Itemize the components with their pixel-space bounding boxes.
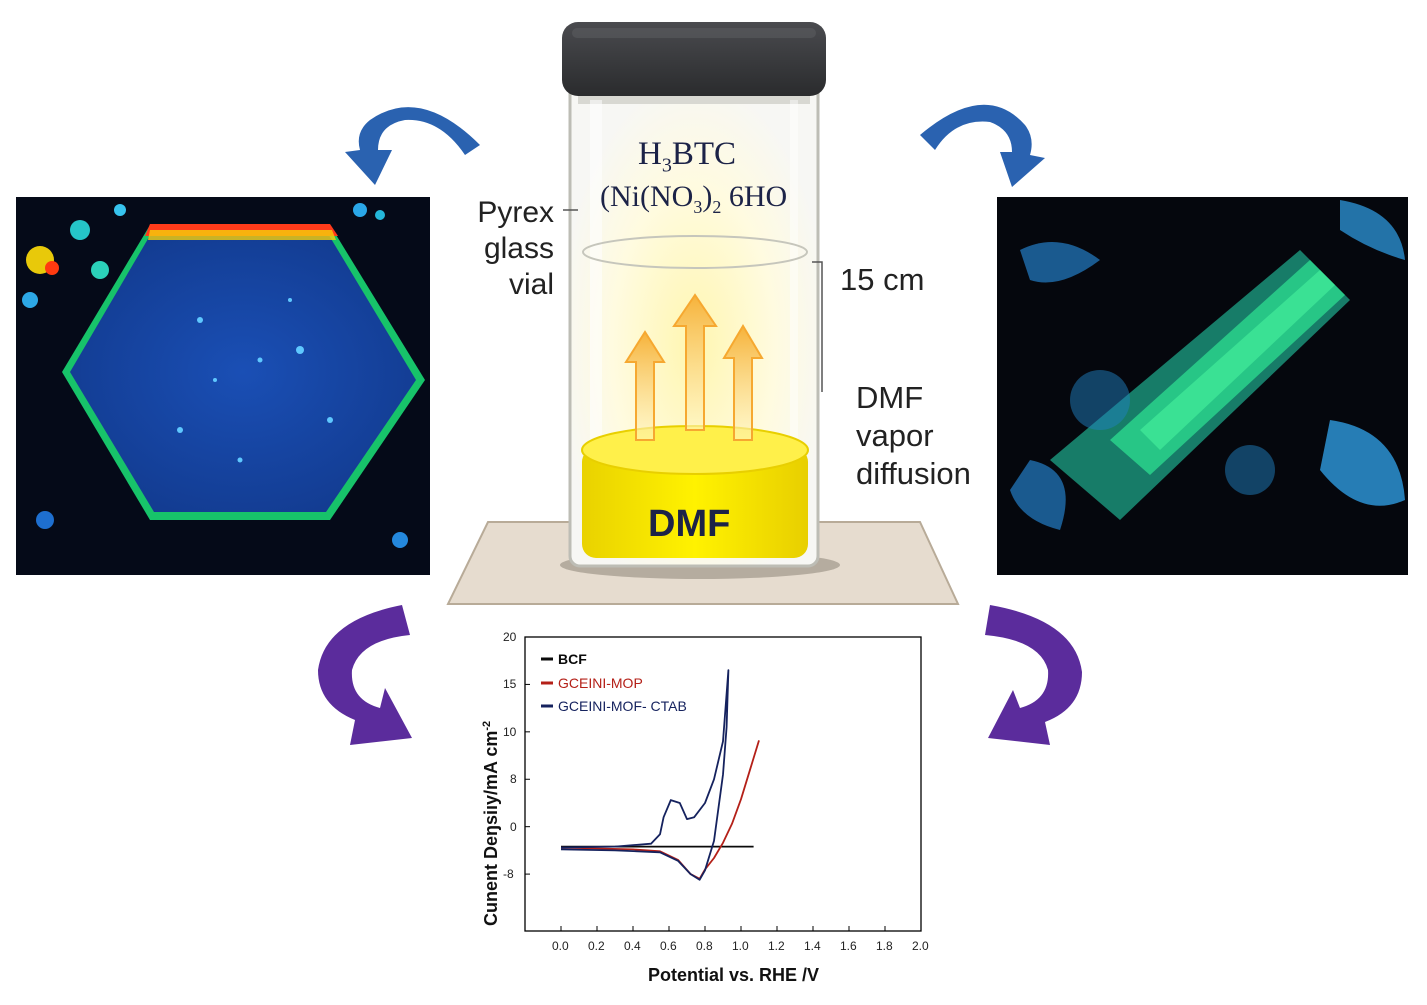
y-tick-label: 15 xyxy=(503,677,517,692)
x-tick-label: 1.2 xyxy=(768,939,785,953)
reagent-line-2: (Ni(NO3)2 6HO xyxy=(600,180,788,217)
glass-word: glass xyxy=(483,232,554,265)
vial-word: vial xyxy=(508,268,554,301)
reagent-line-1: H3BTC xyxy=(638,136,737,177)
x-tick-label: 1.8 xyxy=(876,939,893,953)
purple-arrow-left xyxy=(318,605,412,745)
y-axis-label: Cunent Deŋsiıy/mA cm-2 xyxy=(481,720,501,926)
height-bracket xyxy=(812,261,823,392)
legend-ctab: GCEINI-MOF- CTAB xyxy=(558,698,687,714)
y-tick-label: 10 xyxy=(503,724,517,739)
y-tick-label: -8 xyxy=(503,867,514,882)
x-tick-label: 0.6 xyxy=(660,939,677,953)
x-tick-label: 0.8 xyxy=(696,939,713,953)
pyrex-label: Pyrex glass vial xyxy=(474,198,554,300)
x-tick-label: 0.0 xyxy=(552,939,569,953)
chart xyxy=(524,636,922,932)
purple-arrow-right xyxy=(985,605,1082,745)
liquid-label: DMF xyxy=(648,503,731,545)
vapor-word-1: DMF xyxy=(856,380,924,415)
x-tick-label: 0.2 xyxy=(588,939,605,953)
legend-bcf: BCF xyxy=(558,651,587,667)
y-tick-label: 20 xyxy=(503,630,517,644)
x-axis-label: Potential vs. RHE /V xyxy=(648,965,820,985)
plot-frame xyxy=(524,636,922,932)
blue-arrow-left xyxy=(345,107,480,185)
y-tick-label: 0 xyxy=(510,819,517,834)
vial-cap xyxy=(562,22,826,96)
pyrex-word: Pyrex xyxy=(477,196,554,229)
legend-mop: GCEINI-MOP xyxy=(558,675,643,691)
x-tick-label: 1.6 xyxy=(840,939,857,953)
x-tick-label: 2.0 xyxy=(912,939,929,953)
vapor-arrows xyxy=(624,293,764,441)
series-line-3 xyxy=(560,669,730,881)
left-micrograph xyxy=(16,197,430,575)
y-tick-label: 8 xyxy=(510,772,517,787)
vapor-word-2: vapor xyxy=(856,418,934,453)
vapor-label: DMF vapor diffusion xyxy=(856,382,971,489)
height-label: 15 cm xyxy=(840,262,925,297)
blue-arrow-right xyxy=(920,104,1045,187)
x-tick-label: 1.4 xyxy=(804,939,821,953)
right-micrograph xyxy=(997,197,1408,575)
x-tick-label: 0.4 xyxy=(624,939,641,953)
vapor-word-3: diffusion xyxy=(856,456,971,491)
x-tick-label: 1.0 xyxy=(732,939,749,953)
